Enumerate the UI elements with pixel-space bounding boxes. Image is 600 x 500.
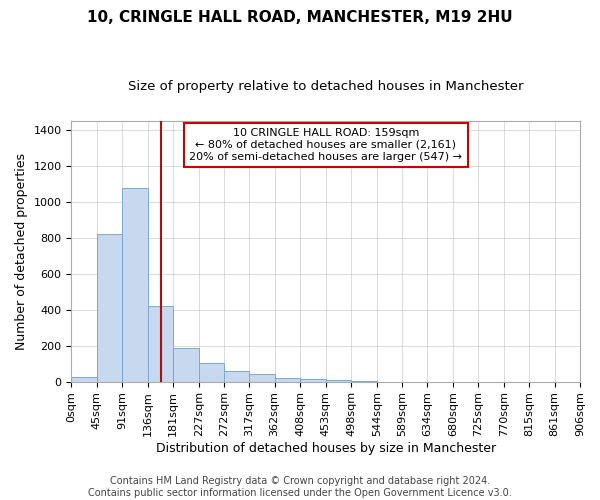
Bar bbox=[275, 378, 301, 382]
Bar bbox=[326, 380, 351, 382]
Text: 10, CRINGLE HALL ROAD, MANCHESTER, M19 2HU: 10, CRINGLE HALL ROAD, MANCHESTER, M19 2… bbox=[87, 10, 513, 25]
Bar bbox=[173, 348, 199, 382]
Bar bbox=[148, 306, 173, 382]
Bar bbox=[97, 234, 122, 382]
Text: Contains HM Land Registry data © Crown copyright and database right 2024.
Contai: Contains HM Land Registry data © Crown c… bbox=[88, 476, 512, 498]
Bar bbox=[199, 362, 224, 382]
Y-axis label: Number of detached properties: Number of detached properties bbox=[15, 152, 28, 350]
Bar bbox=[122, 188, 148, 382]
Bar bbox=[351, 380, 377, 382]
Bar bbox=[224, 371, 250, 382]
X-axis label: Distribution of detached houses by size in Manchester: Distribution of detached houses by size … bbox=[155, 442, 496, 455]
Text: 10 CRINGLE HALL ROAD: 159sqm
← 80% of detached houses are smaller (2,161)
20% of: 10 CRINGLE HALL ROAD: 159sqm ← 80% of de… bbox=[189, 128, 462, 162]
Bar bbox=[301, 379, 326, 382]
Title: Size of property relative to detached houses in Manchester: Size of property relative to detached ho… bbox=[128, 80, 523, 93]
Bar bbox=[250, 374, 275, 382]
Bar bbox=[71, 377, 97, 382]
